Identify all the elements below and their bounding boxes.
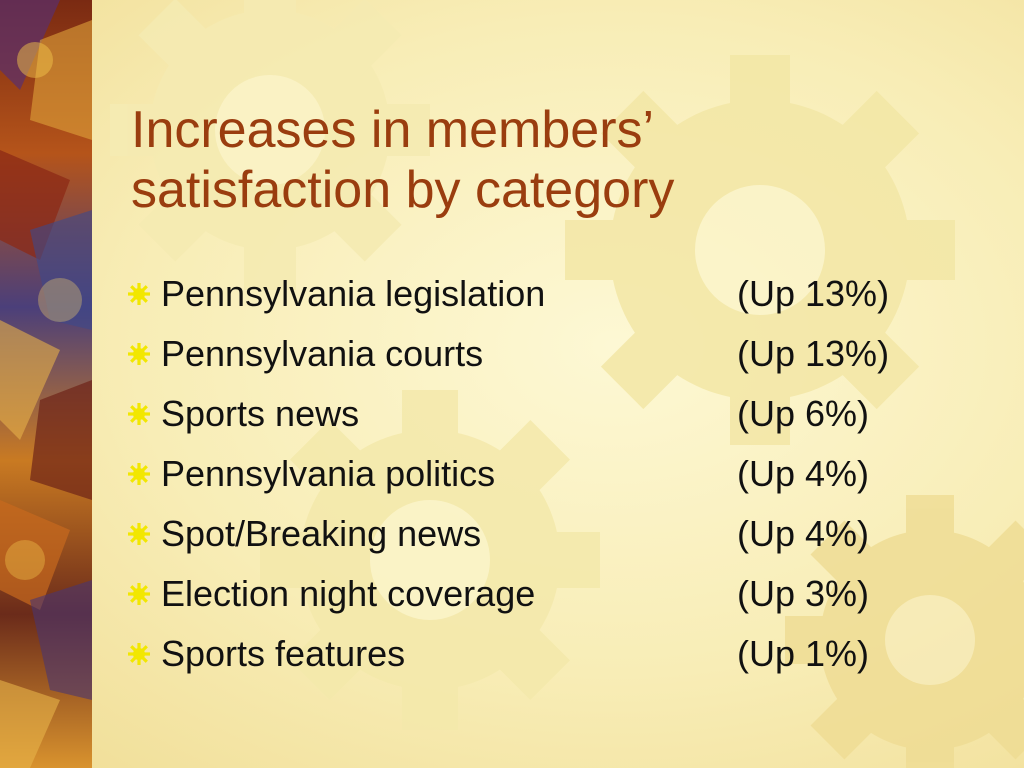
change-label: (Up 6%) bbox=[737, 393, 870, 434]
category-label: Election night coverage bbox=[161, 573, 536, 614]
list-item: Election night coverage (Up 3%) bbox=[128, 568, 988, 628]
category-label: Sports features bbox=[161, 633, 406, 674]
list-item: Sports features (Up 1%) bbox=[128, 628, 988, 688]
change-label: (Up 4%) bbox=[737, 453, 870, 494]
gear-icon bbox=[785, 495, 1024, 768]
sunburst-bullet-icon bbox=[128, 283, 150, 305]
list-item: Pennsylvania courts (Up 13%) bbox=[128, 328, 988, 388]
slide-title-line-2: satisfaction by category bbox=[131, 161, 675, 219]
list-item: Pennsylvania politics (Up 4%) bbox=[128, 448, 988, 508]
sunburst-bullet-icon bbox=[128, 643, 150, 665]
change-label: (Up 13%) bbox=[737, 273, 890, 314]
gear-icon bbox=[260, 390, 600, 730]
category-label: Spot/Breaking news bbox=[161, 513, 482, 554]
change-label: (Up 4%) bbox=[737, 513, 870, 554]
category-label: Pennsylvania politics bbox=[161, 453, 496, 494]
sunburst-bullet-icon bbox=[128, 523, 150, 545]
change-label: (Up 1%) bbox=[737, 633, 870, 674]
list-item: Pennsylvania legislation (Up 13%) bbox=[128, 268, 988, 328]
change-label: (Up 13%) bbox=[737, 333, 890, 374]
sunburst-bullet-icon bbox=[128, 403, 150, 425]
list-item: Spot/Breaking news (Up 4%) bbox=[128, 508, 988, 568]
list-item: Sports news (Up 6%) bbox=[128, 388, 988, 448]
sunburst-bullet-icon bbox=[128, 583, 150, 605]
decorative-side-strip bbox=[0, 0, 92, 768]
gear-icon bbox=[565, 55, 955, 445]
sunburst-bullet-icon bbox=[128, 463, 150, 485]
category-label: Pennsylvania legislation bbox=[161, 273, 546, 314]
slide-title: Increases in members’ satisfaction by ca… bbox=[131, 100, 991, 220]
slide-title-line-1: Increases in members’ bbox=[131, 101, 655, 159]
category-label: Pennsylvania courts bbox=[161, 333, 484, 374]
category-label: Sports news bbox=[161, 393, 360, 434]
change-label: (Up 3%) bbox=[737, 573, 870, 614]
gear-icon bbox=[110, 0, 430, 290]
bullet-list: Pennsylvania legislation (Up 13%) Pennsy… bbox=[128, 268, 988, 688]
sunburst-bullet-icon bbox=[128, 343, 150, 365]
